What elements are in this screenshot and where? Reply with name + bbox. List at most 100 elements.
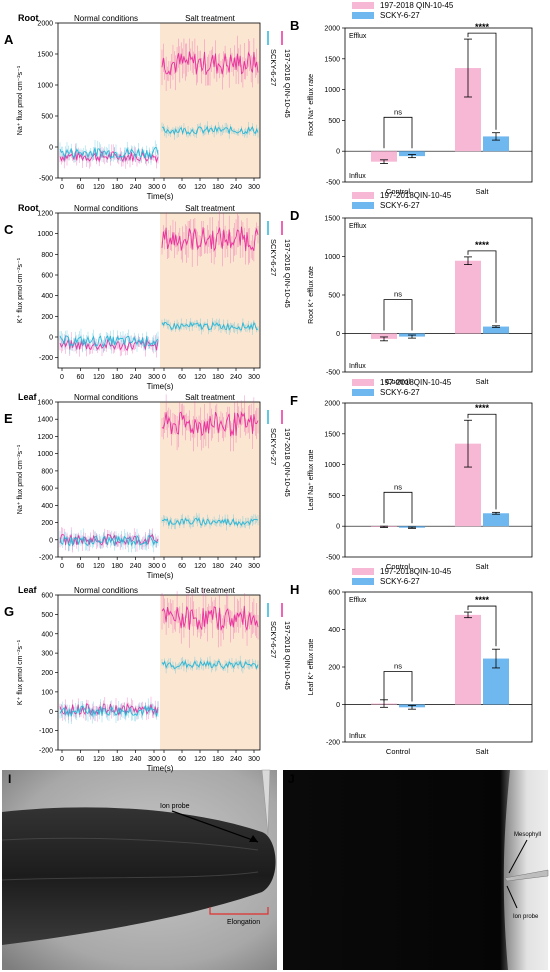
x-axis-label: Time(s)	[147, 382, 174, 391]
line-panel-G: G Leaf Normal conditions Salt treatment -200…	[4, 585, 292, 773]
photo-root	[1, 769, 277, 970]
y-tick-label: 400	[41, 503, 53, 510]
ns-bracket	[383, 299, 413, 331]
bar-scky-salt	[483, 513, 509, 527]
significance-label: ****	[475, 595, 490, 605]
series-line-qin-salt	[161, 226, 259, 253]
y-tick-label: 0	[336, 149, 340, 156]
normal-conditions-label: Normal conditions	[74, 204, 138, 213]
efflux-label: Efflux	[349, 597, 367, 604]
y-tick-label: 600	[328, 590, 340, 597]
legend-label-scky: SCKY-6-27	[380, 388, 420, 397]
x-tick-label: 60	[178, 563, 186, 570]
x-tick-label: 0	[60, 563, 64, 570]
y-tick-label: -500	[326, 180, 340, 187]
y-tick-label: 600	[41, 273, 53, 280]
x-tick-label: 0	[162, 563, 166, 570]
normal-conditions-label: Normal conditions	[74, 586, 138, 595]
legend-label-qin: 197-2018 QIN-10-45	[283, 428, 292, 497]
x-tick-label: 0	[60, 374, 64, 381]
x-tick-label: 120	[194, 374, 206, 381]
y-tick-label: 500	[328, 118, 340, 125]
x-tick-label: 240	[230, 563, 242, 570]
x-tick-label: 0	[60, 756, 64, 763]
y-tick-label: 1500	[37, 52, 53, 59]
series-line-scky-salt	[161, 125, 259, 136]
efflux-label: Efflux	[349, 33, 367, 40]
x-tick-label: 120	[93, 374, 105, 381]
tissue-label: Root	[18, 203, 39, 213]
legend-swatch-scky	[352, 12, 374, 19]
y-tick-label: -200	[326, 740, 340, 747]
x-tick-label: 60	[178, 756, 186, 763]
x-tick-label: 300	[148, 374, 160, 381]
y-tick-label: 1000	[37, 231, 53, 238]
legend-swatch-qin	[352, 192, 374, 199]
y-axis-label: Na⁺ flux pmol cm⁻²s⁻¹	[17, 444, 24, 514]
y-tick-label: 300	[41, 651, 53, 658]
category-label: Salt	[476, 747, 490, 756]
legend-label-scky: SCKY-6-27	[380, 201, 420, 210]
x-tick-label: 0	[162, 184, 166, 191]
y-axis-label: K⁺ flux pmol cm⁻²s⁻¹	[17, 639, 24, 705]
x-tick-label: 180	[111, 756, 123, 763]
legend-label-qin: 197-2018QIN-10-45	[380, 191, 452, 200]
photo-j-probe-label: Ion probe	[513, 914, 539, 920]
y-tick-label: 1500	[324, 56, 340, 63]
y-tick-label: 1000	[324, 87, 340, 94]
legend-swatch-scky	[352, 578, 374, 585]
significance-bracket	[467, 413, 497, 510]
y-tick-label: 1000	[37, 451, 53, 458]
line-panel-A: A Root Normal conditions Salt treatment -500…	[4, 13, 292, 201]
bar-scky-salt	[483, 326, 509, 334]
x-tick-label: 180	[212, 184, 224, 191]
plot-frame	[344, 27, 533, 183]
x-tick-label: 60	[178, 184, 186, 191]
legend-swatch-scky	[352, 202, 374, 209]
y-tick-label: 1000	[37, 83, 53, 90]
ns-label: ns	[394, 107, 402, 116]
bar-panel-D: D197-2018QIN-10-45SCKY-6-27-500050010001…	[290, 191, 533, 386]
category-label: Control	[386, 562, 411, 571]
salt-region	[160, 23, 260, 178]
x-tick-label: 120	[93, 756, 105, 763]
legend-swatch-scky	[352, 389, 374, 396]
y-tick-label: 2000	[37, 21, 53, 28]
y-tick-label: 0	[49, 145, 53, 152]
bar-scky-control	[399, 151, 425, 157]
legend-swatch-qin	[352, 379, 374, 386]
x-axis-label: Time(s)	[147, 192, 174, 201]
x-tick-label: 0	[162, 374, 166, 381]
category-label: Control	[386, 187, 411, 196]
y-tick-label: 0	[336, 524, 340, 531]
significance-label: ****	[475, 403, 490, 413]
salt-treatment-label: Salt treatment	[185, 586, 236, 595]
x-tick-label: 180	[212, 374, 224, 381]
y-tick-label: 1500	[324, 216, 340, 223]
x-tick-label: 300	[248, 184, 260, 191]
photo-leaf	[283, 770, 549, 970]
legend-label-scky: SCKY-6-27	[269, 239, 278, 276]
tissue-label: Leaf	[18, 585, 38, 595]
salt-treatment-label: Salt treatment	[185, 14, 236, 23]
category-label: Salt	[476, 562, 490, 571]
y-tick-label: 1000	[324, 254, 340, 261]
legend-label-qin: 197-2018 QIN-10-45	[283, 621, 292, 690]
panel-letter: E	[4, 411, 13, 426]
y-axis-label: Leaf Na⁺ efflux rate	[308, 450, 315, 511]
significance-bracket	[467, 605, 497, 647]
series-line-qin-salt	[161, 51, 259, 76]
x-tick-label: 0	[60, 184, 64, 191]
x-tick-label: 300	[148, 184, 160, 191]
plot-frame	[57, 401, 261, 558]
line-panel-C: C Root Normal conditions Salt treatment -200…	[4, 203, 292, 391]
salt-treatment-label: Salt treatment	[185, 204, 236, 213]
y-tick-label: 600	[41, 486, 53, 493]
y-tick-label: -500	[326, 555, 340, 562]
x-axis-label: Time(s)	[147, 571, 174, 580]
tissue-label: Leaf	[18, 392, 38, 402]
legend-label-qin: 197-2018QIN-10-45	[380, 567, 452, 576]
series-line-scky-salt	[161, 516, 259, 527]
